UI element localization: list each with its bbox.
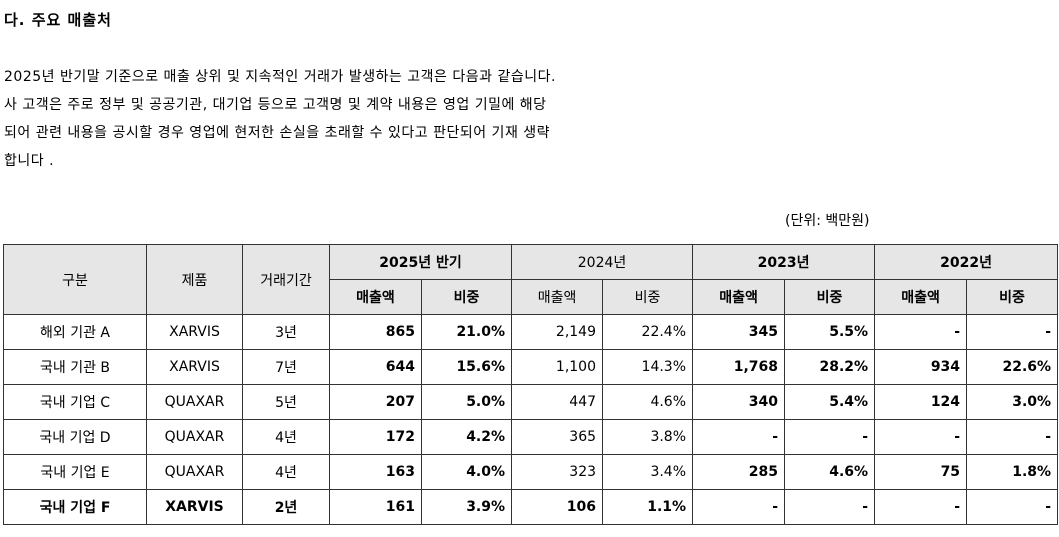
cell-sales-2024: 106: [511, 489, 604, 525]
table-row: 국내 기업 E QUAXAR 4년 163 4.0% 323 3.4% 285 …: [3, 454, 1059, 490]
cell-sales-2024: 1,100: [511, 349, 604, 385]
cell-sales-2024: 323: [511, 454, 604, 490]
cell-share-2023: -: [784, 419, 876, 455]
cell-customer: 국내 기관 B: [3, 349, 147, 385]
cell-customer: 해외 기관 A: [3, 314, 147, 350]
cell-sales-2025h1: 865: [329, 314, 422, 350]
paragraph-line: 되어 관련 내용을 공시할 경우 영업에 현저한 손실을 초래할 수 있다고 판…: [4, 125, 551, 141]
table-row: 국내 기관 B XARVIS 7년 644 15.6% 1,100 14.3% …: [3, 349, 1059, 385]
cell-share-2024: 3.4%: [602, 454, 694, 490]
cell-customer: 국내 기업 C: [3, 384, 147, 420]
cell-product: XARVIS: [146, 489, 243, 525]
cell-share-2022: -: [966, 419, 1059, 455]
cell-product: QUAXAR: [146, 419, 243, 455]
cell-share-2022: -: [966, 489, 1059, 525]
table-row: 해외 기관 A XARVIS 3년 865 21.0% 2,149 22.4% …: [3, 314, 1059, 350]
cell-period: 5년: [242, 384, 330, 420]
header-share: 비중: [602, 279, 694, 315]
cell-period: 3년: [242, 314, 330, 350]
cell-share-2022: -: [966, 314, 1059, 350]
cell-customer: 국내 기업 D: [3, 419, 147, 455]
cell-sales-2022: -: [874, 489, 968, 525]
section-title: 다. 주요 매출처: [4, 11, 112, 29]
cell-share-2023: 5.5%: [784, 314, 876, 350]
cell-share-2025h1: 4.0%: [420, 454, 513, 490]
cell-share-2023: 28.2%: [784, 349, 876, 385]
cell-sales-2022: 124: [874, 384, 968, 420]
unit-label: (단위: 백만원): [785, 213, 870, 229]
cell-period: 7년: [242, 349, 330, 385]
cell-share-2025h1: 3.9%: [420, 489, 513, 525]
cell-sales-2023: -: [692, 419, 786, 455]
cell-share-2024: 3.8%: [602, 419, 694, 455]
header-category: 구분: [3, 244, 147, 315]
header-year-2025h1: 2025년 반기: [328, 244, 513, 280]
cell-sales-2022: 75: [874, 454, 968, 490]
header-sales: 매출액: [329, 279, 422, 315]
header-product: 제품: [146, 244, 243, 315]
cell-period: 4년: [242, 419, 330, 455]
cell-share-2022: 3.0%: [966, 384, 1059, 420]
header-row-metrics: 매출액 비중 매출액 비중 매출액 비중 매출액 비중: [4, 279, 1059, 315]
cell-share-2023: 4.6%: [784, 454, 876, 490]
cell-share-2024: 1.1%: [602, 489, 694, 525]
cell-share-2024: 14.3%: [602, 349, 694, 385]
cell-period: 2년: [242, 489, 330, 525]
header-year-2023: 2023년: [692, 244, 876, 280]
header-share: 비중: [420, 279, 513, 315]
cell-sales-2025h1: 161: [329, 489, 422, 525]
header-sales: 매출액: [874, 279, 968, 315]
header-share: 비중: [784, 279, 876, 315]
cell-product: QUAXAR: [146, 454, 243, 490]
paragraph-line: 2025년 반기말 기준으로 매출 상위 및 지속적인 거래가 발생하는 고객은…: [4, 69, 556, 85]
cell-sales-2022: -: [874, 314, 968, 350]
cell-sales-2023: 1,768: [692, 349, 786, 385]
header-share: 비중: [966, 279, 1059, 315]
table-row: 국내 기업 F XARVIS 2년 161 3.9% 106 1.1% - - …: [3, 489, 1059, 525]
cell-sales-2025h1: 207: [329, 384, 422, 420]
cell-product: XARVIS: [146, 349, 243, 385]
cell-share-2025h1: 4.2%: [420, 419, 513, 455]
cell-sales-2023: -: [692, 489, 786, 525]
cell-customer: 국내 기업 E: [3, 454, 147, 490]
cell-sales-2023: 345: [692, 314, 786, 350]
cell-product: QUAXAR: [146, 384, 243, 420]
cell-share-2025h1: 15.6%: [420, 349, 513, 385]
cell-share-2023: -: [784, 489, 876, 525]
header-row-years: 구분 제품 거래기간 2025년 반기 2024년 2023년 2022년: [3, 244, 1059, 315]
cell-sales-2022: -: [874, 419, 968, 455]
header-year-2024: 2024년: [511, 244, 694, 280]
paragraph-line: 사 고객은 주로 정부 및 공공기관, 대기업 등으로 고객명 및 계약 내용은…: [4, 97, 547, 113]
table-row: 국내 기업 D QUAXAR 4년 172 4.2% 365 3.8% - - …: [3, 419, 1059, 455]
cell-sales-2024: 365: [511, 419, 604, 455]
cell-sales-2025h1: 163: [329, 454, 422, 490]
table-row: 국내 기업 C QUAXAR 5년 207 5.0% 447 4.6% 340 …: [3, 384, 1059, 420]
cell-sales-2023: 340: [692, 384, 786, 420]
cell-share-2025h1: 5.0%: [420, 384, 513, 420]
cell-share-2024: 4.6%: [602, 384, 694, 420]
cell-share-2022: 1.8%: [966, 454, 1059, 490]
cell-sales-2025h1: 172: [329, 419, 422, 455]
description-paragraph: 2025년 반기말 기준으로 매출 상위 및 지속적인 거래가 발생하는 고객은…: [4, 63, 724, 175]
cell-share-2025h1: 21.0%: [420, 314, 513, 350]
header-year-2022: 2022년: [874, 244, 1059, 280]
cell-share-2022: 22.6%: [966, 349, 1059, 385]
cell-customer: 국내 기업 F: [3, 489, 147, 525]
cell-sales-2024: 447: [511, 384, 604, 420]
cell-sales-2023: 285: [692, 454, 786, 490]
cell-sales-2024: 2,149: [511, 314, 604, 350]
cell-share-2024: 22.4%: [602, 314, 694, 350]
major-customers-table: 구분 제품 거래기간 2025년 반기 2024년 2023년 2022년 매출…: [3, 244, 1059, 525]
cell-sales-2025h1: 644: [329, 349, 422, 385]
header-period: 거래기간: [242, 244, 330, 315]
cell-share-2023: 5.4%: [784, 384, 876, 420]
header-sales: 매출액: [511, 279, 604, 315]
cell-period: 4년: [242, 454, 330, 490]
cell-sales-2022: 934: [874, 349, 968, 385]
header-sales: 매출액: [692, 279, 786, 315]
paragraph-line: 합니다 .: [4, 153, 55, 169]
cell-product: XARVIS: [146, 314, 243, 350]
